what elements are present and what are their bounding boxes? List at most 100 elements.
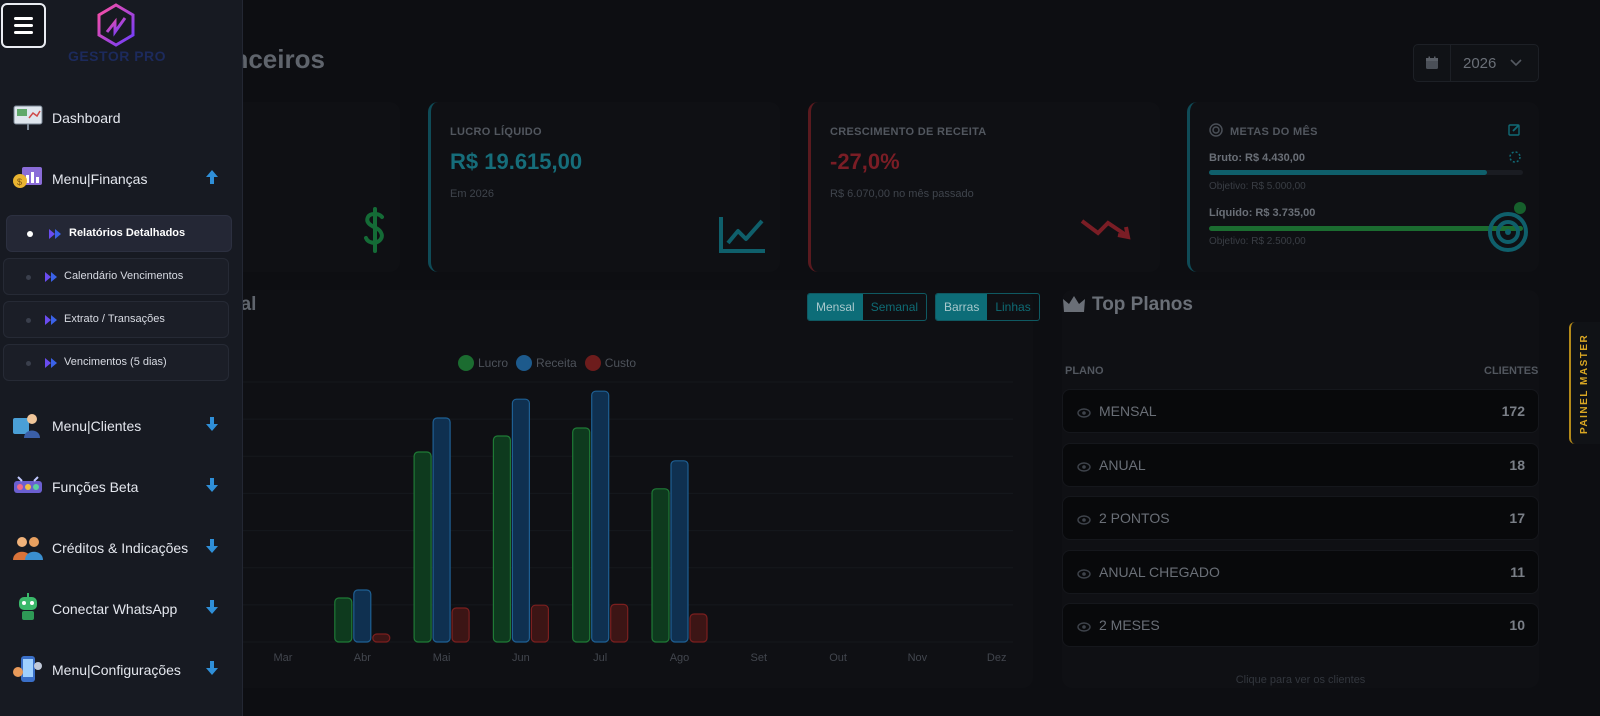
- calendar-icon: [1414, 44, 1451, 82]
- logo-icon: [93, 2, 139, 53]
- plan-name: 2 MESES: [1099, 617, 1160, 633]
- sidebar-item-label: Créditos & Indicações: [52, 540, 189, 556]
- bar-lucro: [413, 451, 432, 643]
- sidebar-item-label: Dashboard: [52, 110, 121, 126]
- card-value: -27,0%: [830, 149, 900, 174]
- submenu-vencimentos-5-dias[interactable]: Vencimentos (5 dias): [3, 344, 229, 381]
- submenu-relatorios-detalhados[interactable]: Relatórios Detalhados: [6, 215, 232, 252]
- eye-icon: [1077, 566, 1091, 584]
- arrow-down-icon: [205, 416, 219, 437]
- painel-master-label: PAINEL MASTER: [1579, 333, 1590, 434]
- painel-master-tab[interactable]: PAINEL MASTER: [1569, 322, 1600, 444]
- crown-icon: [1062, 294, 1086, 321]
- plan-row[interactable]: 2 PONTOS 17: [1062, 496, 1539, 540]
- sidebar-item-clientes[interactable]: Menu|Clientes: [0, 406, 243, 446]
- x-tick-label: Ago: [670, 652, 690, 664]
- submenu-calendario-vencimentos[interactable]: Calendário Vencimentos: [3, 258, 229, 295]
- edit-icon[interactable]: [1508, 123, 1521, 141]
- eye-icon: [1077, 459, 1091, 477]
- double-chevron-icon: [48, 227, 64, 245]
- bar-receita: [432, 417, 451, 643]
- sidebar-item-configuracoes[interactable]: Menu|Configurações: [0, 650, 243, 690]
- hamburger-line: [14, 31, 33, 34]
- bullet-icon: [26, 361, 31, 366]
- chart-line-icon: [718, 213, 768, 260]
- col-plano: PLANO: [1065, 365, 1104, 377]
- settings-icon: [12, 654, 44, 689]
- plan-name: MENSAL: [1099, 403, 1157, 419]
- bar-custo: [689, 613, 708, 643]
- toggle-mensal[interactable]: Mensal: [808, 294, 863, 320]
- year-value: 2026: [1463, 54, 1497, 72]
- legend-custo-swatch: [584, 355, 601, 371]
- arrow-down-icon: [205, 477, 219, 498]
- bar-receita: [353, 589, 372, 643]
- plan-row[interactable]: MENSAL 172: [1062, 389, 1539, 433]
- col-clientes: CLIENTES: [1484, 365, 1539, 377]
- card-subtitle: Em 2026: [450, 188, 495, 200]
- sidebar-item-label: Menu|Finanças: [52, 171, 148, 187]
- x-tick-label: Mai: [433, 652, 451, 664]
- bar-receita: [591, 390, 610, 643]
- legend-custo: Custo: [604, 356, 637, 370]
- plan-count: 18: [1509, 457, 1525, 473]
- period-toggle: Mensal Semanal: [807, 293, 928, 321]
- card-value: R$ 19.615,00: [450, 149, 583, 174]
- bar-receita: [670, 460, 689, 643]
- top-planos-hint: Clique para ver os clientes: [1235, 674, 1366, 686]
- clients-icon: [12, 410, 44, 445]
- plan-row[interactable]: ANUAL 18: [1062, 443, 1539, 487]
- bullseye-icon: [1486, 200, 1534, 259]
- bar-custo: [451, 607, 470, 643]
- sidebar-item-label: Menu|Clientes: [52, 418, 142, 434]
- goal-liquido-fill: [1209, 226, 1523, 231]
- goal-bruto-objective: Objetivo: R$ 5.000,00: [1209, 181, 1306, 192]
- x-tick-label: Out: [829, 652, 847, 664]
- bar-lucro: [334, 597, 353, 643]
- x-tick-label: Dez: [987, 652, 1007, 664]
- sidebar-item-funcoes-beta[interactable]: Funções Beta: [0, 467, 243, 507]
- x-tick-label: Jul: [593, 652, 607, 664]
- toggle-linhas[interactable]: Linhas: [995, 300, 1031, 314]
- sidebar-item-dashboard[interactable]: Dashboard: [0, 98, 243, 138]
- menu-toggle-button[interactable]: [1, 3, 46, 48]
- chevron-down-icon: [1510, 56, 1538, 70]
- plan-count: 11: [1510, 564, 1525, 580]
- sidebar-item-conectar-whatsapp[interactable]: Conectar WhatsApp: [0, 589, 243, 629]
- plan-row[interactable]: ANUAL CHEGADO 11: [1062, 550, 1539, 594]
- sidebar-item-creditos-indicacoes[interactable]: Créditos & Indicações: [0, 528, 243, 568]
- bullet-icon: [26, 275, 31, 280]
- beta-icon: [12, 471, 44, 506]
- x-tick-label: Jun: [512, 652, 530, 664]
- year-select[interactable]: 2026: [1413, 44, 1539, 82]
- plan-row[interactable]: 2 MESES 10: [1062, 603, 1539, 647]
- card-title: METAS DO MÊS: [1230, 126, 1318, 138]
- toggle-barras[interactable]: Barras: [936, 294, 988, 320]
- hamburger-line: [14, 24, 33, 27]
- sidebar: GESTOR PRO Dashboard $ Menu|Finanças Rel…: [0, 0, 243, 716]
- arrow-down-icon: [205, 660, 219, 681]
- arrow-up-icon: [205, 169, 219, 190]
- sidebar-item-financas[interactable]: $ Menu|Finanças: [0, 159, 243, 199]
- bar-lucro: [572, 427, 591, 643]
- svg-text:$: $: [17, 177, 22, 187]
- bar-chart: Mar Abr Mai Jun Jul Ago Set Out Nov Dez: [230, 381, 1013, 664]
- x-tick-label: Set: [751, 652, 768, 664]
- logo-text: GESTOR PRO: [67, 48, 167, 64]
- x-tick-label: Abr: [354, 652, 371, 664]
- eye-icon: [1077, 405, 1091, 423]
- credits-icon: [12, 532, 44, 567]
- toggle-semanal[interactable]: Semanal: [870, 300, 919, 314]
- submenu-label: Extrato / Transações: [64, 313, 165, 325]
- target-icon: [1209, 123, 1223, 142]
- submenu-extrato-transacoes[interactable]: Extrato / Transações: [3, 301, 229, 338]
- plan-name: ANUAL: [1099, 457, 1146, 473]
- eye-icon: [1077, 512, 1091, 530]
- hamburger-line: [14, 17, 33, 20]
- card-subtitle: R$ 6.070,00 no mês passado: [830, 188, 974, 200]
- card-title: CRESCIMENTO DE RECEITA: [830, 126, 987, 138]
- bar-custo: [372, 633, 391, 643]
- card-crescimento: CRESCIMENTO DE RECEITA -27,0% R$ 6.070,0…: [808, 102, 1160, 272]
- dashboard-icon: [12, 102, 44, 137]
